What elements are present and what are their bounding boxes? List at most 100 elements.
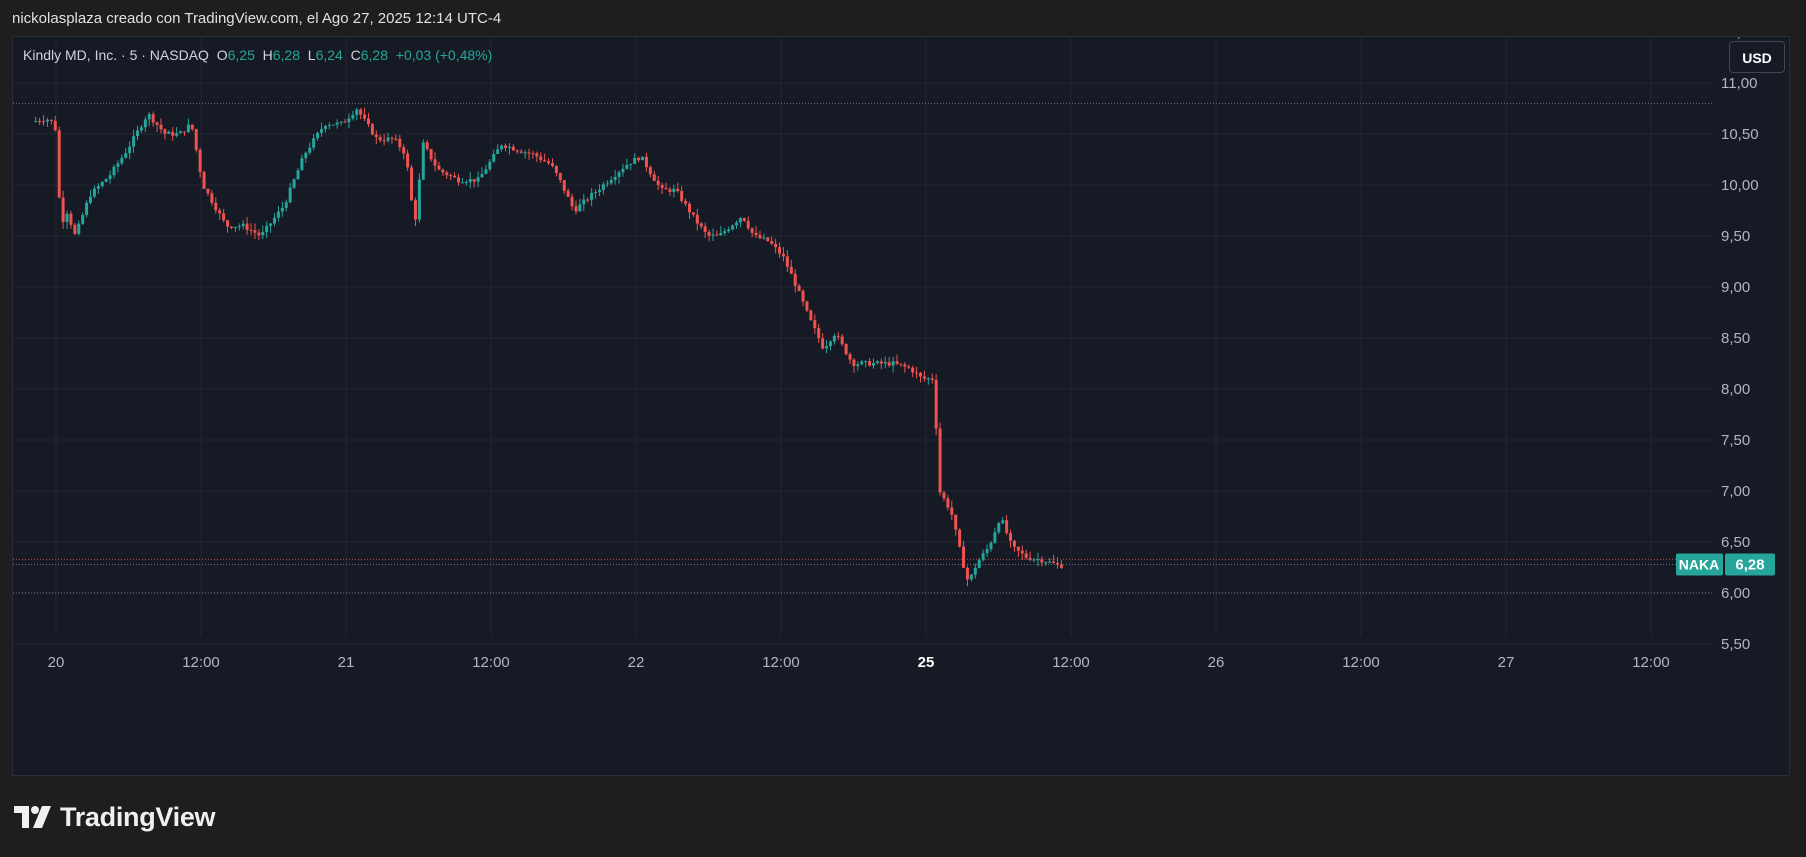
grid-lines <box>13 37 1713 645</box>
x-tick-label: 27 <box>1498 654 1515 671</box>
candle-body <box>1048 561 1052 563</box>
candle-body <box>664 187 668 190</box>
candle-body <box>159 124 163 130</box>
candle-body <box>547 161 551 164</box>
candle-body <box>327 125 331 127</box>
candle-body <box>1032 559 1036 561</box>
candle-body <box>229 226 233 228</box>
candle-body <box>359 109 363 115</box>
candle-body <box>319 129 323 133</box>
candle-body <box>394 138 398 140</box>
candle-body <box>139 127 143 131</box>
candle-body <box>1012 540 1016 547</box>
candle-body <box>605 183 609 185</box>
candle-body <box>715 234 719 236</box>
candle-body <box>672 188 676 192</box>
candle-body <box>570 196 574 207</box>
candle-body <box>410 167 414 201</box>
x-tick-label: 20 <box>48 654 65 671</box>
candle-body <box>828 341 832 347</box>
candle-body <box>429 149 433 160</box>
low-value: 6,24 <box>315 47 343 63</box>
candle-body <box>457 177 461 183</box>
candle-body <box>531 153 535 155</box>
candle-body <box>754 232 758 236</box>
candle-body <box>155 122 159 125</box>
candle-body <box>891 361 895 366</box>
candle-body <box>930 378 934 380</box>
price-chart[interactable]: 5,50 6,00 6,50 7,00 7,50 8,00 8,50 9,00 9,50 10,0… <box>13 37 1791 777</box>
tradingview-brand-text: TradingView <box>60 801 216 832</box>
y-tick-label: 7,00 <box>1721 483 1750 500</box>
y-tick-label: 11,50 <box>1721 37 1757 41</box>
price-badge-value: 6,28 <box>1735 556 1764 573</box>
candle-body <box>280 207 284 212</box>
candle-body <box>887 362 891 366</box>
candle-body <box>934 379 938 429</box>
candle-body <box>641 156 645 161</box>
candle-body <box>539 156 543 160</box>
y-tick-label: 9,00 <box>1721 279 1750 296</box>
candle-body <box>316 132 320 139</box>
candle-body <box>214 202 218 211</box>
ticker-badge <box>1676 553 1723 576</box>
candle-body <box>985 549 989 554</box>
candle-body <box>492 153 496 162</box>
candle-body <box>637 157 641 161</box>
candle-body <box>343 121 347 123</box>
candle-body <box>817 328 821 339</box>
candle-body <box>586 199 590 201</box>
candle-body <box>120 157 124 164</box>
candle-body <box>825 346 829 349</box>
y-tick-label: 9,50 <box>1721 228 1750 245</box>
candle-body <box>535 153 539 157</box>
candle-body <box>351 114 355 119</box>
candle-body <box>895 361 899 364</box>
candle-body <box>135 130 139 137</box>
candle-body <box>1016 546 1020 551</box>
candle-body <box>734 222 738 226</box>
chart-panel[interactable]: 5,50 6,00 6,50 7,00 7,50 8,00 8,50 9,00 9,50 10,0… <box>12 36 1790 776</box>
candle-body <box>668 189 672 192</box>
candle-body <box>89 196 93 203</box>
high-value: 6,28 <box>272 47 301 63</box>
candle-body <box>785 256 789 267</box>
candle-body <box>363 114 367 119</box>
candle-body <box>801 290 805 302</box>
y-tick-label: 11,00 <box>1721 75 1757 92</box>
candle-body <box>594 192 598 194</box>
candle-body <box>488 161 492 170</box>
candle-body <box>233 226 237 228</box>
candle-body <box>210 193 214 203</box>
candle-body <box>778 247 782 254</box>
candle-body <box>296 170 300 180</box>
candle-body <box>770 240 774 244</box>
reference-lines <box>13 102 1713 594</box>
candle-body <box>218 210 222 214</box>
candle-body <box>617 172 621 177</box>
close-value: 6,28 <box>360 47 388 63</box>
candle-body <box>366 118 370 125</box>
currency-button[interactable]: USD <box>1729 41 1785 73</box>
candle-body <box>1020 550 1024 554</box>
candle-body <box>766 237 770 241</box>
candle-body <box>507 146 511 148</box>
candle-body <box>92 188 96 197</box>
candle-body <box>421 142 425 180</box>
candle-body <box>194 129 198 150</box>
candle-body <box>73 224 77 234</box>
candle-body <box>402 147 406 154</box>
y-tick-label: 7,50 <box>1721 432 1750 449</box>
candle-body <box>558 173 562 181</box>
candle-body <box>1001 520 1005 524</box>
candle-body <box>425 142 429 150</box>
y-tick-label: 10,50 <box>1721 126 1759 143</box>
candle-body <box>445 172 449 176</box>
candle-body <box>680 190 684 201</box>
candle-body <box>676 188 680 191</box>
candle-body <box>378 137 382 141</box>
candle-body <box>797 285 801 291</box>
tradingview-logo[interactable]: TradingView <box>14 800 216 834</box>
candle-body <box>515 150 519 152</box>
candle-body <box>171 131 175 136</box>
